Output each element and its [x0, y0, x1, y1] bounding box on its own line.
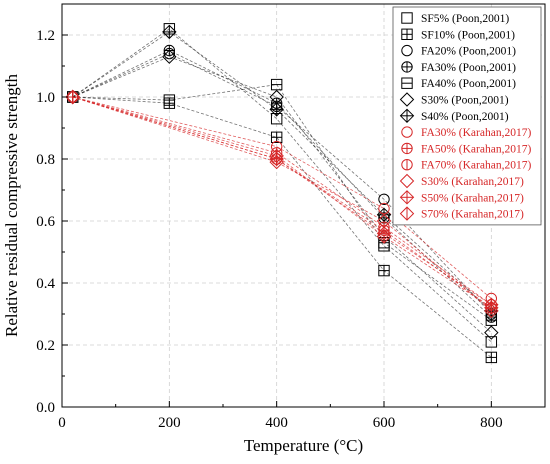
legend-label-fa50-karahan-2017: FA50% (Karahan,2017): [421, 143, 531, 155]
data-point-sf10-poon-2001: [270, 131, 283, 144]
legend-label-fa70-karahan-2017: FA70% (Karahan,2017): [421, 160, 531, 172]
legend-marker-s70-karahan-2017: [399, 206, 415, 221]
legend-label-s70-karahan-2017: S70% (Karahan,2017): [421, 209, 524, 221]
series-line-s70-karahan-2017: [72, 96, 492, 309]
series-line-fa70-karahan-2017: [72, 96, 492, 306]
legend-marker-fa30-poon-2001: [401, 61, 413, 73]
legend-label-sf5-poon-2001: SF5% (Poon,2001): [421, 13, 509, 25]
y-tick-label: 0.2: [36, 338, 55, 354]
axis-ticks: 0 200 400 600 800 0.0 0.2 0.4 0.6 0.8 1.0 1.2: [36, 3, 503, 431]
data-point-s30-karahan-2017: [484, 303, 499, 319]
series-line-fa30-karahan-2017: [72, 96, 492, 299]
series-line-s30-karahan-2017: [72, 96, 492, 312]
legend-marker-sf5-poon-2001: [401, 12, 413, 24]
legend-label-sf10-poon-2001: SF10% (Poon,2001): [421, 29, 515, 41]
data-point-s70-karahan-2017: [484, 300, 499, 316]
legend-marker-fa70-karahan-2017: [401, 159, 413, 171]
plot-frame: [61, 3, 546, 408]
series-line-s40-poon-2001: [72, 31, 492, 312]
y-tick-label: 0.4: [36, 276, 55, 292]
x-tick-label: 200: [158, 415, 181, 431]
data-point-s70-karahan-2017: [376, 229, 392, 244]
y-tick-label: 0.8: [36, 152, 55, 168]
legend-marker-s30-karahan-2017: [399, 173, 415, 189]
data-point-s70-karahan-2017: [269, 148, 284, 164]
series-line-s50-karahan-2017: [72, 96, 492, 306]
data-point-sf10-poon-2001: [485, 351, 498, 364]
legend-marker-s40-poon-2001: [399, 108, 415, 124]
legend-label-s30-poon-2001: S30% (Poon,2001): [421, 95, 509, 107]
legend-marker-fa40-poon-2001: [401, 77, 413, 89]
legend-marker-fa50-karahan-2017: [401, 142, 413, 155]
legend-label-s40-poon-2001: S40% (Poon,2001): [421, 111, 509, 123]
data-point-s40-poon-2001: [269, 102, 284, 117]
data-point-fa40-poon-2001: [163, 94, 176, 106]
legend-label-s30-karahan-2017: S30% (Karahan,2017): [421, 176, 524, 188]
y-tick-label: 1.2: [36, 28, 55, 44]
legend-marker-fa20-poon-2001: [401, 44, 413, 57]
gridlines: [62, 4, 545, 407]
series-markers: [65, 23, 499, 364]
legend-box: [392, 6, 542, 226]
legend: SF5% (Poon,2001) SF10% (Poon,2001) FA20% (…: [392, 6, 542, 226]
data-point-s30-poon-2001: [484, 325, 499, 340]
data-point-fa20-poon-2001: [378, 193, 390, 206]
legend-marker-fa30-karahan-2017: [401, 126, 413, 138]
legend-label-fa40-poon-2001: FA40% (Poon,2001): [421, 78, 516, 90]
legend-label-fa30-karahan-2017: FA30% (Karahan,2017): [421, 127, 531, 139]
legend-marker-s50-karahan-2017: [399, 190, 415, 205]
series-line-sf5-poon-2001: [72, 28, 492, 343]
x-tick-label: 0: [58, 415, 66, 431]
data-point-sf10-poon-2001: [378, 264, 390, 277]
legend-label-s50-karahan-2017: S50% (Karahan,2017): [421, 192, 524, 204]
data-point-s40-poon-2001: [162, 24, 177, 40]
y-axis-label: Relative residual compressive strength: [2, 74, 21, 337]
y-tick-label: 1.0: [36, 90, 55, 106]
series-line-sf10-poon-2001: [72, 96, 492, 358]
x-tick-label: 400: [265, 415, 288, 431]
x-axis-label: Temperature (°C): [244, 436, 363, 455]
data-point-s70-karahan-2017: [65, 89, 80, 105]
data-point-s30-poon-2001: [162, 49, 177, 64]
x-tick-label: 800: [480, 415, 503, 431]
y-tick-label: 0.0: [36, 400, 55, 416]
legend-marker-sf10-poon-2001: [401, 28, 413, 40]
x-tick-label: 600: [373, 415, 396, 431]
data-point-s30-karahan-2017: [269, 154, 284, 170]
y-tick-label: 0.6: [36, 214, 55, 230]
legend-label-fa20-poon-2001: FA20% (Poon,2001): [421, 46, 516, 58]
legend-label-fa30-poon-2001: FA30% (Poon,2001): [421, 62, 516, 74]
data-point-sf5-poon-2001: [485, 336, 498, 348]
legend-marker-s30-poon-2001: [399, 92, 415, 107]
